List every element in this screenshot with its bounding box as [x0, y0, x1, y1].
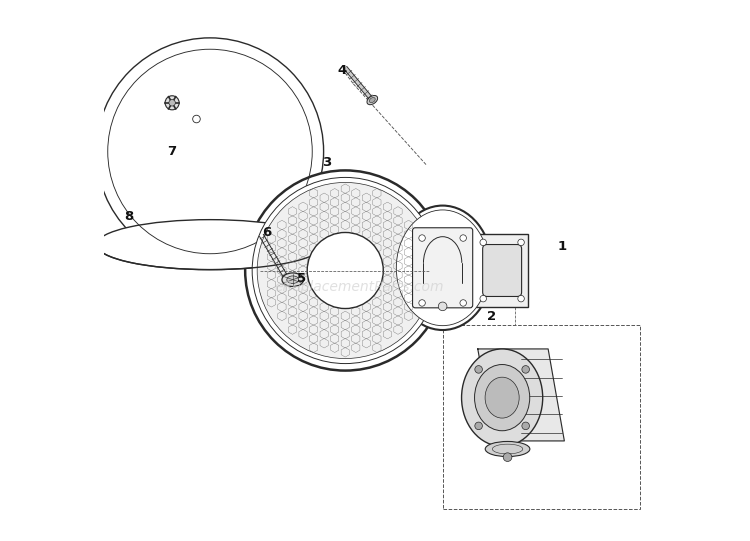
Ellipse shape	[286, 276, 298, 283]
Circle shape	[419, 235, 425, 241]
FancyBboxPatch shape	[413, 228, 472, 308]
Ellipse shape	[97, 220, 323, 269]
Circle shape	[475, 422, 482, 430]
Text: 3: 3	[322, 156, 331, 169]
Polygon shape	[478, 349, 564, 441]
Bar	[442, 325, 640, 509]
Circle shape	[460, 235, 466, 241]
Text: 5: 5	[298, 272, 307, 285]
Ellipse shape	[396, 210, 489, 326]
Text: eReplacementParts.com: eReplacementParts.com	[274, 280, 443, 294]
FancyBboxPatch shape	[483, 245, 521, 296]
Text: 8: 8	[124, 210, 134, 223]
Ellipse shape	[461, 349, 543, 446]
Bar	[476, 234, 528, 307]
Ellipse shape	[475, 365, 530, 431]
Circle shape	[522, 366, 530, 373]
Circle shape	[97, 38, 323, 265]
Text: 2: 2	[487, 310, 496, 323]
Circle shape	[518, 295, 524, 302]
Polygon shape	[260, 234, 287, 278]
Circle shape	[480, 239, 487, 246]
Circle shape	[252, 177, 438, 364]
Circle shape	[518, 239, 524, 246]
Circle shape	[480, 295, 487, 302]
Circle shape	[438, 302, 447, 311]
Circle shape	[475, 366, 482, 373]
Text: 4: 4	[338, 64, 347, 77]
Ellipse shape	[367, 95, 378, 105]
Text: 7: 7	[167, 145, 177, 158]
Text: 1: 1	[557, 240, 566, 253]
Circle shape	[169, 100, 176, 106]
Text: 6: 6	[262, 226, 272, 239]
Circle shape	[503, 453, 512, 461]
Ellipse shape	[485, 377, 519, 418]
Circle shape	[308, 233, 383, 308]
Polygon shape	[344, 67, 374, 101]
Circle shape	[419, 300, 425, 306]
Ellipse shape	[485, 441, 530, 457]
Circle shape	[165, 96, 179, 110]
Circle shape	[460, 300, 466, 306]
Ellipse shape	[393, 206, 493, 330]
Circle shape	[257, 182, 433, 359]
Ellipse shape	[282, 273, 304, 287]
Ellipse shape	[413, 232, 423, 239]
Circle shape	[245, 170, 446, 371]
Circle shape	[522, 422, 530, 430]
Ellipse shape	[369, 97, 375, 103]
